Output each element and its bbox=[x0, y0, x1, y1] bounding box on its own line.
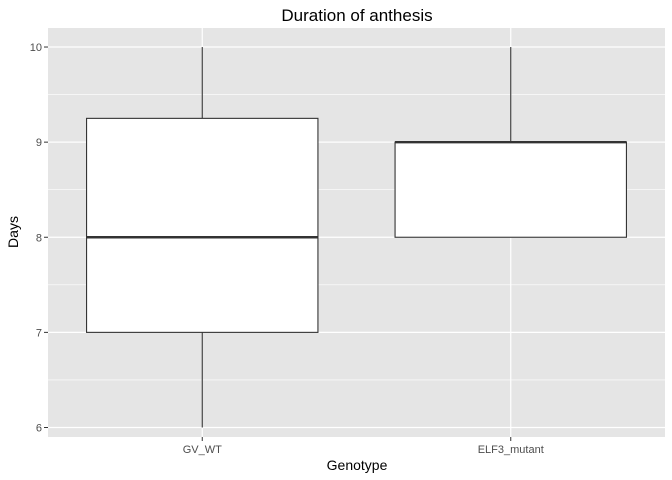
y-axis-label: Days bbox=[5, 216, 21, 248]
x-tick-label: ELF3_mutant bbox=[478, 444, 544, 456]
y-tick-label: 10 bbox=[30, 42, 42, 54]
box-iqr bbox=[394, 141, 627, 238]
box-iqr bbox=[86, 117, 319, 333]
boxes bbox=[86, 47, 627, 428]
x-tick-label: GV_WT bbox=[183, 444, 222, 456]
y-tick-label: 6 bbox=[36, 422, 42, 434]
y-tick-label: 7 bbox=[36, 327, 42, 339]
y-tick-label: 8 bbox=[36, 232, 42, 244]
y-axis-ticks: 6 7 8 9 10 bbox=[30, 42, 48, 434]
x-axis-label: Genotype bbox=[327, 457, 388, 473]
chart-title: Duration of anthesis bbox=[281, 6, 432, 25]
box-GV_WT bbox=[86, 47, 319, 428]
box-ELF3_mutant bbox=[394, 47, 627, 238]
x-axis-ticks: GV_WT ELF3_mutant bbox=[183, 437, 544, 456]
y-tick-label: 9 bbox=[36, 137, 42, 149]
